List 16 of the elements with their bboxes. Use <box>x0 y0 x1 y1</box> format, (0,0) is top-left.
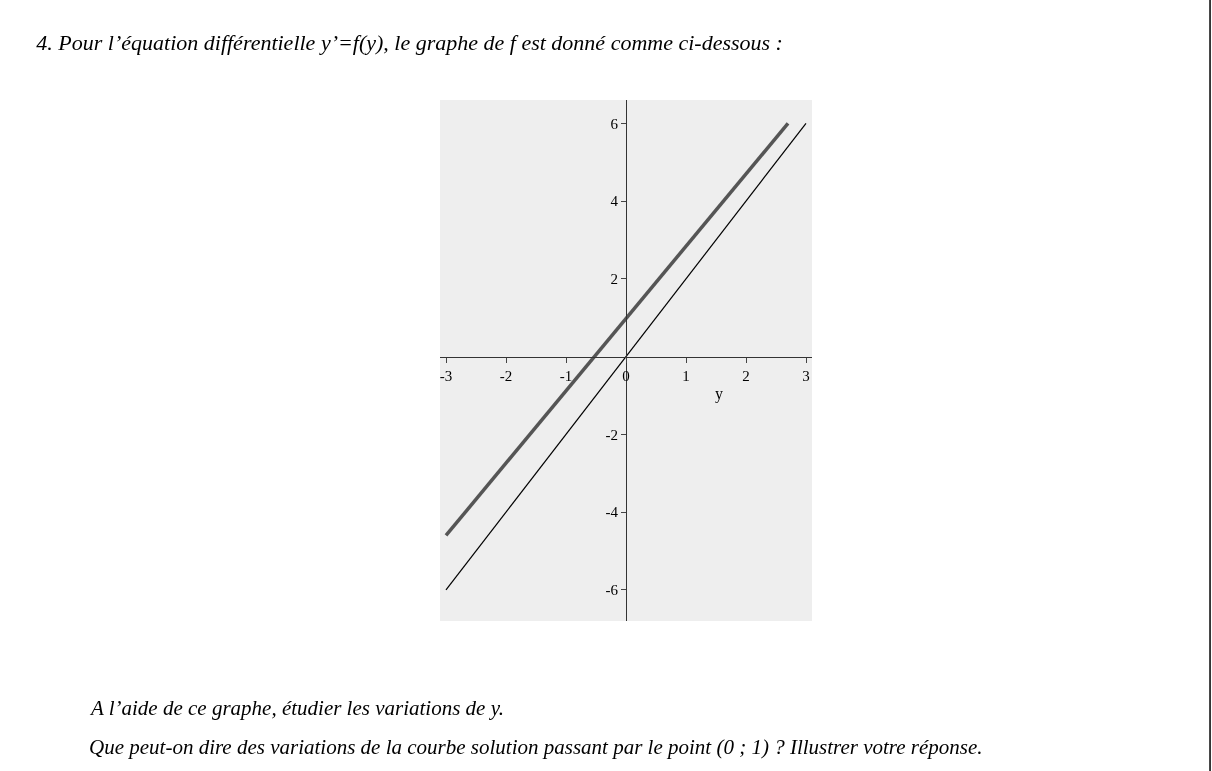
x-tick-label: 3 <box>802 367 810 384</box>
text: Que peut-on dire des variations de la courbe solution passant par le point (0 ; 1) ? Illustrer votre réponse. <box>89 735 983 759</box>
y-tick-label: -2 <box>605 426 618 443</box>
x-tick-label: -1 <box>559 367 573 384</box>
y-tick-label: 6 <box>610 115 619 132</box>
y-tick-label: -6 <box>605 582 619 599</box>
x-tick-label: 2 <box>742 367 750 384</box>
text: A l’aide de ce graphe, étudier les variations de y. <box>89 696 505 720</box>
chart-title: 4. Pour l’équation différentielle y’=f(y), le graphe de f est donné comme ci-dessous : <box>36 30 783 56</box>
y-tick-label: 2 <box>610 271 618 288</box>
x-tick-label: 1 <box>682 367 690 384</box>
y-tick-label: -4 <box>605 504 619 521</box>
x-tick-label: -3 <box>439 367 453 384</box>
x-tick-label: -2 <box>499 367 513 384</box>
x-axis-title: y <box>715 385 723 403</box>
y-tick-label: 4 <box>610 193 619 210</box>
